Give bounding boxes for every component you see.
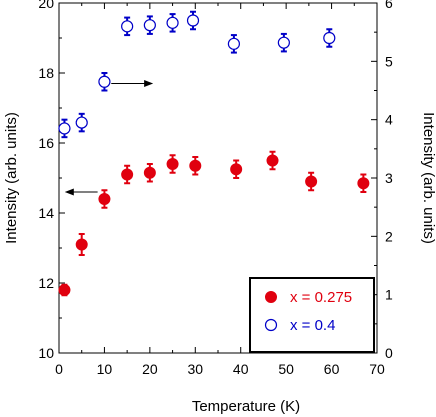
data-point <box>186 14 200 27</box>
x-tick-label: 10 <box>97 361 113 377</box>
legend-label-x-0-275: x = 0.275 <box>290 289 352 306</box>
legend-box <box>249 277 375 353</box>
data-point <box>189 159 202 172</box>
arrow-left <box>64 188 98 196</box>
arrow-head <box>64 188 74 196</box>
x-tick-label: 20 <box>142 361 158 377</box>
y-axis-title-left: Intensity (arb. units) <box>3 112 20 244</box>
data-point <box>143 19 156 32</box>
data-point <box>227 37 240 50</box>
y-left-tick-label: 10 <box>38 345 54 361</box>
data-point <box>277 36 290 49</box>
y-right-tick-label: 0 <box>385 345 393 361</box>
plot-area <box>58 10 370 297</box>
y-right-tick-label: 2 <box>385 228 393 244</box>
data-point <box>98 75 111 88</box>
y-right-tick-label: 1 <box>385 287 393 303</box>
arrow-right <box>111 80 154 87</box>
x-tick-label: 40 <box>233 361 249 377</box>
x-tick-label: 70 <box>369 361 385 377</box>
y-right-tick-label: 6 <box>385 0 393 11</box>
arrow-head <box>144 80 154 87</box>
data-point <box>75 116 88 129</box>
series-0 <box>58 150 370 297</box>
legend: x = 0.275 x = 0.4 <box>249 277 375 353</box>
data-point <box>266 154 279 167</box>
x-tick-label: 30 <box>187 361 203 377</box>
data-point <box>166 16 179 29</box>
data-point <box>121 168 134 181</box>
legend-label-x-0-4: x = 0.4 <box>290 317 335 334</box>
data-point <box>323 31 336 45</box>
data-point <box>357 177 370 190</box>
legend-marker-x-0-4 <box>264 318 278 332</box>
data-point <box>143 166 156 179</box>
data-point <box>305 175 318 188</box>
y-left-tick-label: 14 <box>38 205 54 221</box>
data-point <box>230 163 243 176</box>
data-point <box>98 193 111 205</box>
data-point <box>58 284 71 296</box>
x-tick-label: 0 <box>55 361 63 377</box>
y-right-tick-label: 3 <box>385 170 393 186</box>
data-point <box>121 20 134 33</box>
axis-arrows <box>64 80 154 196</box>
y-left-tick-label: 12 <box>38 275 54 291</box>
x-tick-label: 50 <box>278 361 294 377</box>
y-axis-title-right: Intensity (arb. units) <box>420 112 436 244</box>
x-tick-label: 60 <box>324 361 340 377</box>
y-left-tick-label: 20 <box>38 0 54 11</box>
y-right-tick-label: 5 <box>385 53 393 69</box>
data-point <box>58 122 71 135</box>
y-right-tick-label: 4 <box>385 112 393 128</box>
series-1 <box>58 10 336 139</box>
data-point <box>166 158 179 170</box>
x-axis-title: Temperature (K) <box>192 398 300 415</box>
y-left-tick-label: 18 <box>38 65 54 81</box>
y-left-tick-label: 16 <box>38 135 54 151</box>
data-point <box>75 238 88 251</box>
legend-marker-x-0-275 <box>265 291 277 303</box>
